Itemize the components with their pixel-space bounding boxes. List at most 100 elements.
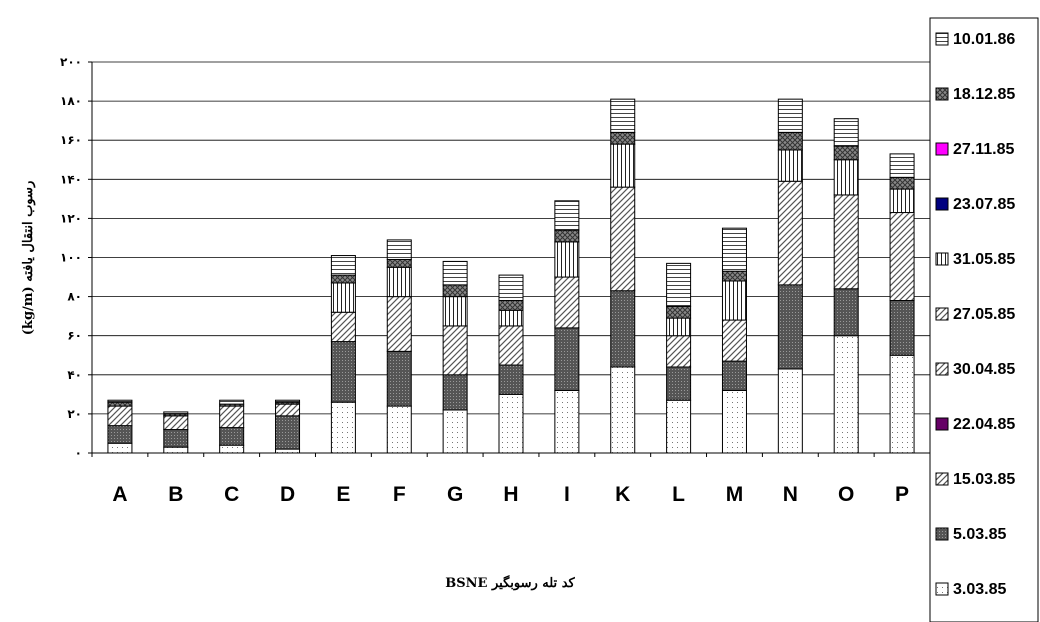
bar-segment (442, 284, 468, 298)
bar-segment (554, 389, 580, 454)
x-tick-label: C (224, 483, 239, 506)
bar-segment (107, 399, 133, 403)
bar-segment (219, 427, 245, 446)
bar-segment (163, 446, 189, 454)
bar-segment (833, 194, 859, 290)
legend-label: 31.05.85 (953, 251, 1015, 268)
bar-segment (777, 98, 803, 133)
bar-segment (666, 335, 692, 368)
bar-segment (498, 300, 524, 311)
bar-stacks (107, 98, 915, 454)
bar-segment (833, 118, 859, 147)
bar-segment (163, 415, 189, 431)
bar-segment (666, 317, 692, 337)
y-tick-label: ۱۴۰ (60, 172, 82, 186)
y-tick-label: ۰ (75, 446, 82, 460)
bar-stack-f (386, 239, 412, 454)
legend-label: 3.03.85 (953, 581, 1006, 598)
bar-segment (666, 262, 692, 307)
x-tick-label: G (447, 483, 463, 506)
legend-label: 15.03.85 (953, 471, 1015, 488)
legend-swatch (935, 472, 949, 486)
bar-segment (721, 319, 747, 362)
bar-segment (889, 354, 915, 454)
bar-segment (219, 399, 245, 405)
bar-stack-b (163, 411, 189, 454)
bar-segment (163, 429, 189, 448)
bar-segment (777, 131, 803, 151)
legend-swatch (935, 32, 949, 46)
legend-label: 22.04.85 (953, 416, 1015, 433)
bar-segment (889, 188, 915, 214)
x-tick-label: L (672, 483, 685, 506)
x-tick-label: K (615, 483, 630, 506)
x-tick-label: F (393, 483, 406, 506)
legend-label: 27.05.85 (953, 306, 1015, 323)
bar-segment (330, 255, 356, 276)
grid-lines (92, 61, 930, 415)
x-tick-label: D (280, 483, 295, 506)
x-tick-label: I (564, 483, 570, 506)
legend: 10.01.86 18.12.85 27.11.85 23.07.85 31.05.85… (929, 17, 1039, 622)
bar-segment (833, 335, 859, 454)
bar-stack-m (721, 227, 747, 454)
bar-segment (498, 393, 524, 454)
bar-segment (721, 389, 747, 454)
bar-segment (219, 444, 245, 454)
bar-segment (777, 180, 803, 286)
bar-segment (777, 149, 803, 182)
bar-segment (107, 442, 133, 454)
bar-segment (107, 425, 133, 444)
legend-swatch (935, 197, 949, 211)
bar-segment (721, 280, 747, 321)
bar-segment (275, 448, 301, 454)
bar-segment (554, 200, 580, 231)
bar-segment (386, 266, 412, 298)
legend-label: 23.07.85 (953, 196, 1015, 213)
bar-segment (554, 241, 580, 278)
x-tick-label: A (112, 483, 127, 506)
bar-segment (554, 229, 580, 243)
y-axis-title: رسوب انتقال یافته (kg/m) (21, 181, 36, 335)
x-tick-label: E (336, 483, 350, 506)
y-tick-label: ۶۰ (67, 329, 82, 343)
bar-segment (610, 143, 636, 188)
bar-stack-k (610, 98, 636, 454)
bar-segment (330, 311, 356, 343)
y-tick-label: ۴۰ (67, 368, 82, 382)
bar-stack-h (498, 274, 524, 454)
bar-segment (610, 290, 636, 368)
bar-segment (330, 274, 356, 284)
x-axis-title: کد تله رسوبگیر BSNE (445, 574, 575, 591)
x-tick-label: M (726, 483, 744, 506)
bar-stack-e (330, 255, 356, 454)
bar-segment (889, 300, 915, 356)
bar-segment (666, 366, 692, 401)
x-tick-label: O (838, 483, 854, 506)
bar-segment (498, 274, 524, 302)
y-tick-label: ۱۸۰ (60, 94, 82, 108)
bar-stack-c (219, 399, 245, 454)
bar-segment (386, 350, 412, 407)
y-tick-label: ۱۰۰ (60, 251, 82, 265)
legend-swatch (935, 87, 949, 101)
bar-stack-g (442, 260, 468, 454)
legend-swatch (935, 527, 949, 541)
y-tick-label: ۱۲۰ (60, 211, 82, 225)
legend-swatch (935, 142, 949, 156)
bar-segment (777, 284, 803, 370)
bar-segment (442, 325, 468, 376)
bar-segment (275, 403, 301, 417)
y-tick-label: ۲۰۰ (60, 55, 82, 69)
bar-segment (833, 288, 859, 337)
bar-segment (275, 415, 301, 450)
x-tick-label: B (168, 483, 183, 506)
bar-segment (442, 296, 468, 327)
bar-segment (721, 270, 747, 282)
x-tick-label: P (895, 483, 909, 506)
bar-segment (610, 98, 636, 133)
bar-segment (442, 409, 468, 454)
bar-segment (163, 411, 189, 415)
